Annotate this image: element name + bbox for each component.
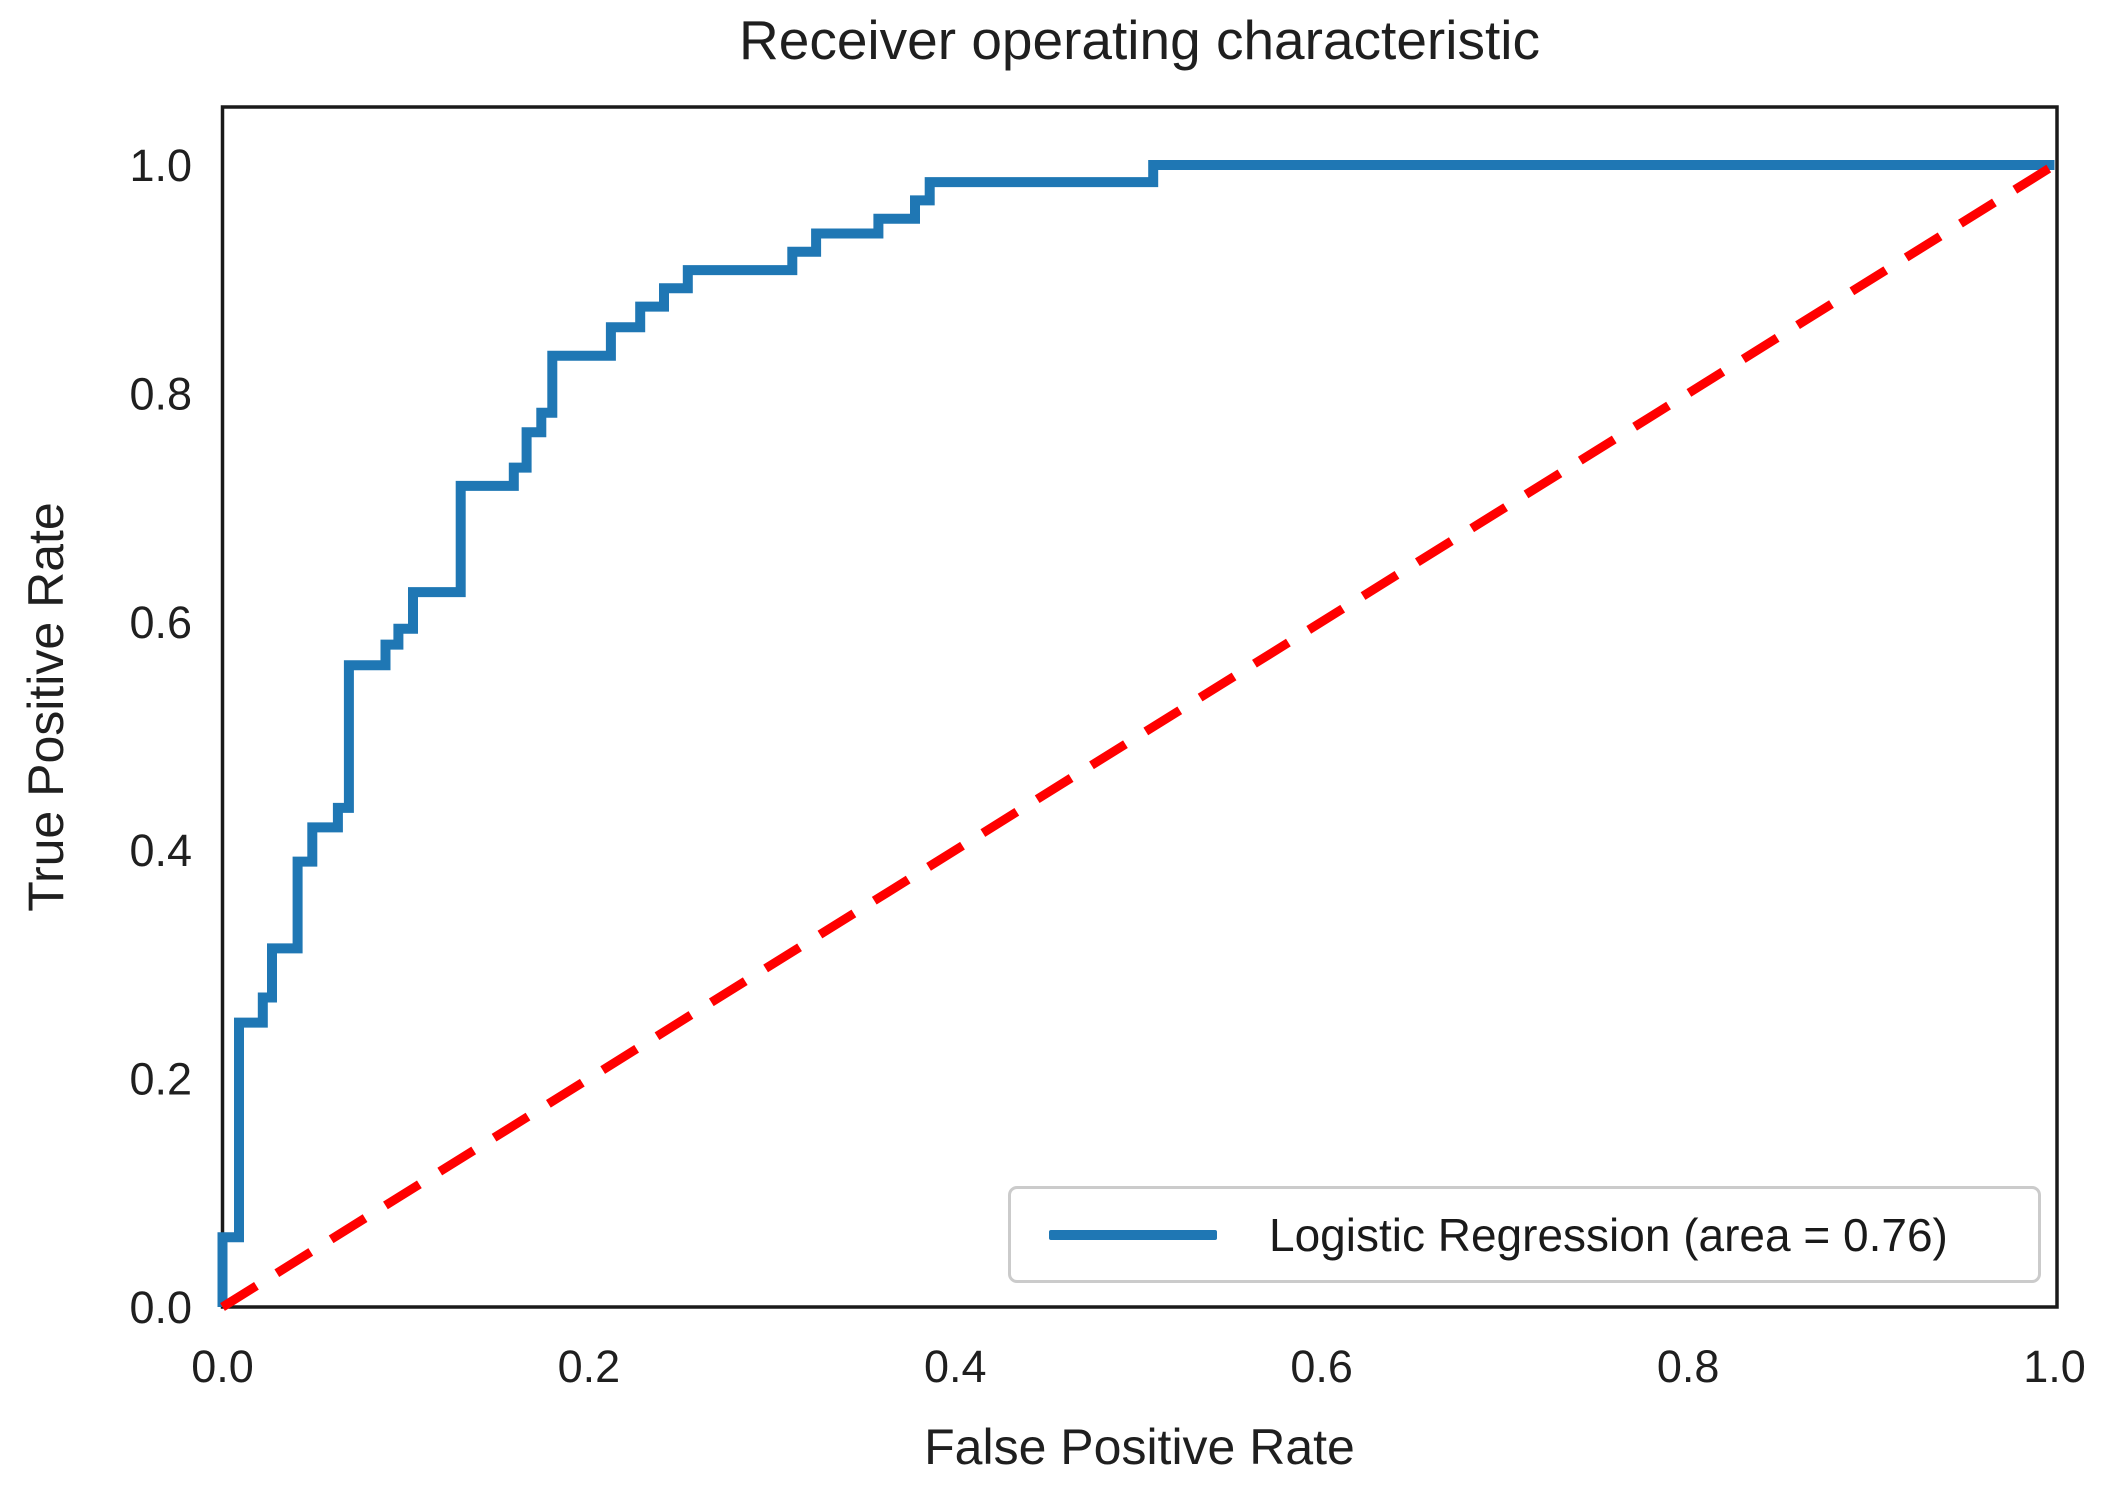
y-tick-label: 0.2 [129,1054,192,1105]
x-tick-label: 0.8 [1657,1341,1720,1392]
y-tick-label: 0.4 [129,825,192,876]
x-axis-label: False Positive Rate [924,1419,1355,1475]
axes-spines [220,105,2059,1309]
legend-label: Logistic Regression (area = 0.76) [1269,1208,1948,1261]
y-tick-label: 0.8 [129,368,192,419]
legend: Logistic Regression (area = 0.76) [1008,1186,2041,1283]
y-axis-label: True Positive Rate [18,502,74,912]
x-tick-label: 0.2 [558,1341,621,1392]
x-tick-label: 1.0 [2023,1341,2086,1392]
x-tick-label: 0.6 [1290,1341,1353,1392]
y-tick-label: 0.6 [129,597,192,648]
y-tick-label: 1.0 [129,140,192,191]
legend-line-sample [1049,1229,1217,1240]
x-tick-label: 0.4 [924,1341,987,1392]
y-tick-label: 0.0 [129,1282,192,1333]
roc-curve [217,160,2055,1307]
plot-title: Receiver operating characteristic [739,9,1540,71]
chance-line [220,161,2057,1311]
x-tick-label: 0.0 [191,1341,254,1392]
